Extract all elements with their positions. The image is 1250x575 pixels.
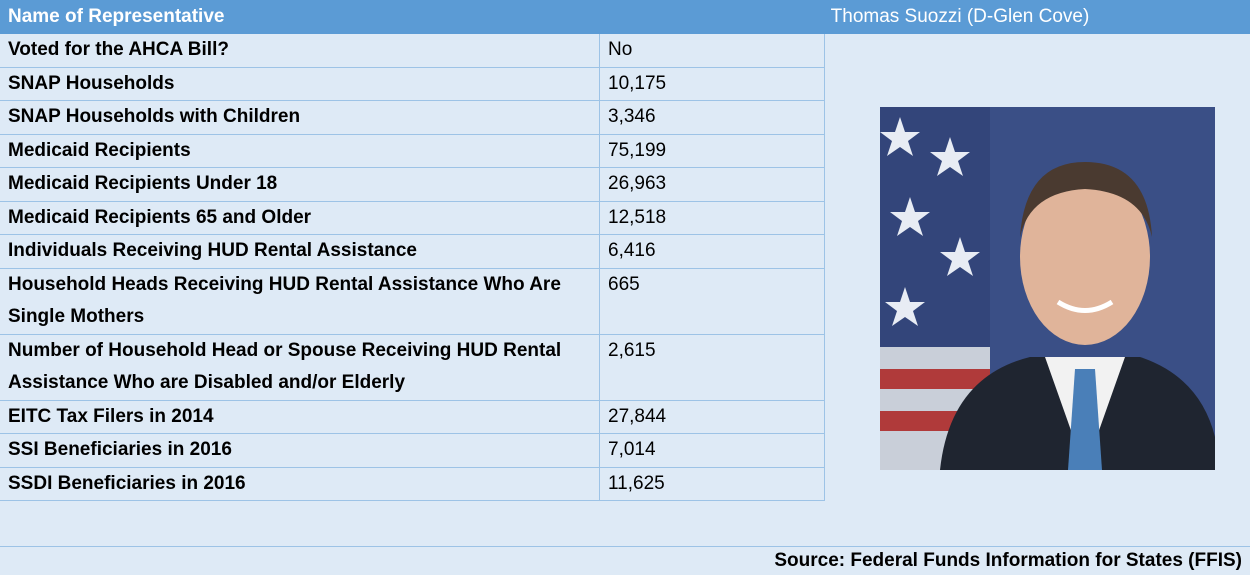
table-row: Household Heads Receiving HUD Rental Ass… — [0, 269, 825, 335]
row-label: Medicaid Recipients Under 18 — [0, 168, 600, 201]
row-value: 6,416 — [600, 235, 825, 268]
row-label: SNAP Households — [0, 68, 600, 101]
row-label: EITC Tax Filers in 2014 — [0, 401, 600, 434]
row-value: 665 — [600, 269, 825, 334]
row-value: 75,199 — [600, 135, 825, 168]
table-row: Individuals Receiving HUD Rental Assista… — [0, 235, 825, 269]
row-value: 27,844 — [600, 401, 825, 434]
row-value: 12,518 — [600, 202, 825, 235]
row-label: Voted for the AHCA Bill? — [0, 34, 600, 67]
representative-photo — [880, 107, 1215, 470]
table-row: Voted for the AHCA Bill?No — [0, 34, 825, 68]
row-value: 26,963 — [600, 168, 825, 201]
row-value: 10,175 — [600, 68, 825, 101]
row-label: Medicaid Recipients — [0, 135, 600, 168]
header-row: Name of Representative Thomas Suozzi (D-… — [0, 0, 1250, 34]
source-note: Source: Federal Funds Information for St… — [0, 546, 1250, 575]
representative-name: Thomas Suozzi (D-Glen Cove) — [825, 6, 1095, 28]
table-row: Number of Household Head or Spouse Recei… — [0, 335, 825, 401]
row-value: 11,625 — [600, 468, 825, 501]
row-value: No — [600, 34, 825, 67]
header-label: Name of Representative — [8, 6, 224, 28]
row-value: 7,014 — [600, 434, 825, 467]
row-label: Household Heads Receiving HUD Rental Ass… — [0, 269, 600, 334]
row-label: SSI Beneficiaries in 2016 — [0, 434, 600, 467]
row-label: SNAP Households with Children — [0, 101, 600, 134]
row-label: Individuals Receiving HUD Rental Assista… — [0, 235, 600, 268]
row-label: Number of Household Head or Spouse Recei… — [0, 335, 600, 400]
row-value: 2,615 — [600, 335, 825, 400]
page: Name of Representative Thomas Suozzi (D-… — [0, 0, 1250, 575]
row-label: SSDI Beneficiaries in 2016 — [0, 468, 600, 501]
row-label: Medicaid Recipients 65 and Older — [0, 202, 600, 235]
row-value: 3,346 — [600, 101, 825, 134]
